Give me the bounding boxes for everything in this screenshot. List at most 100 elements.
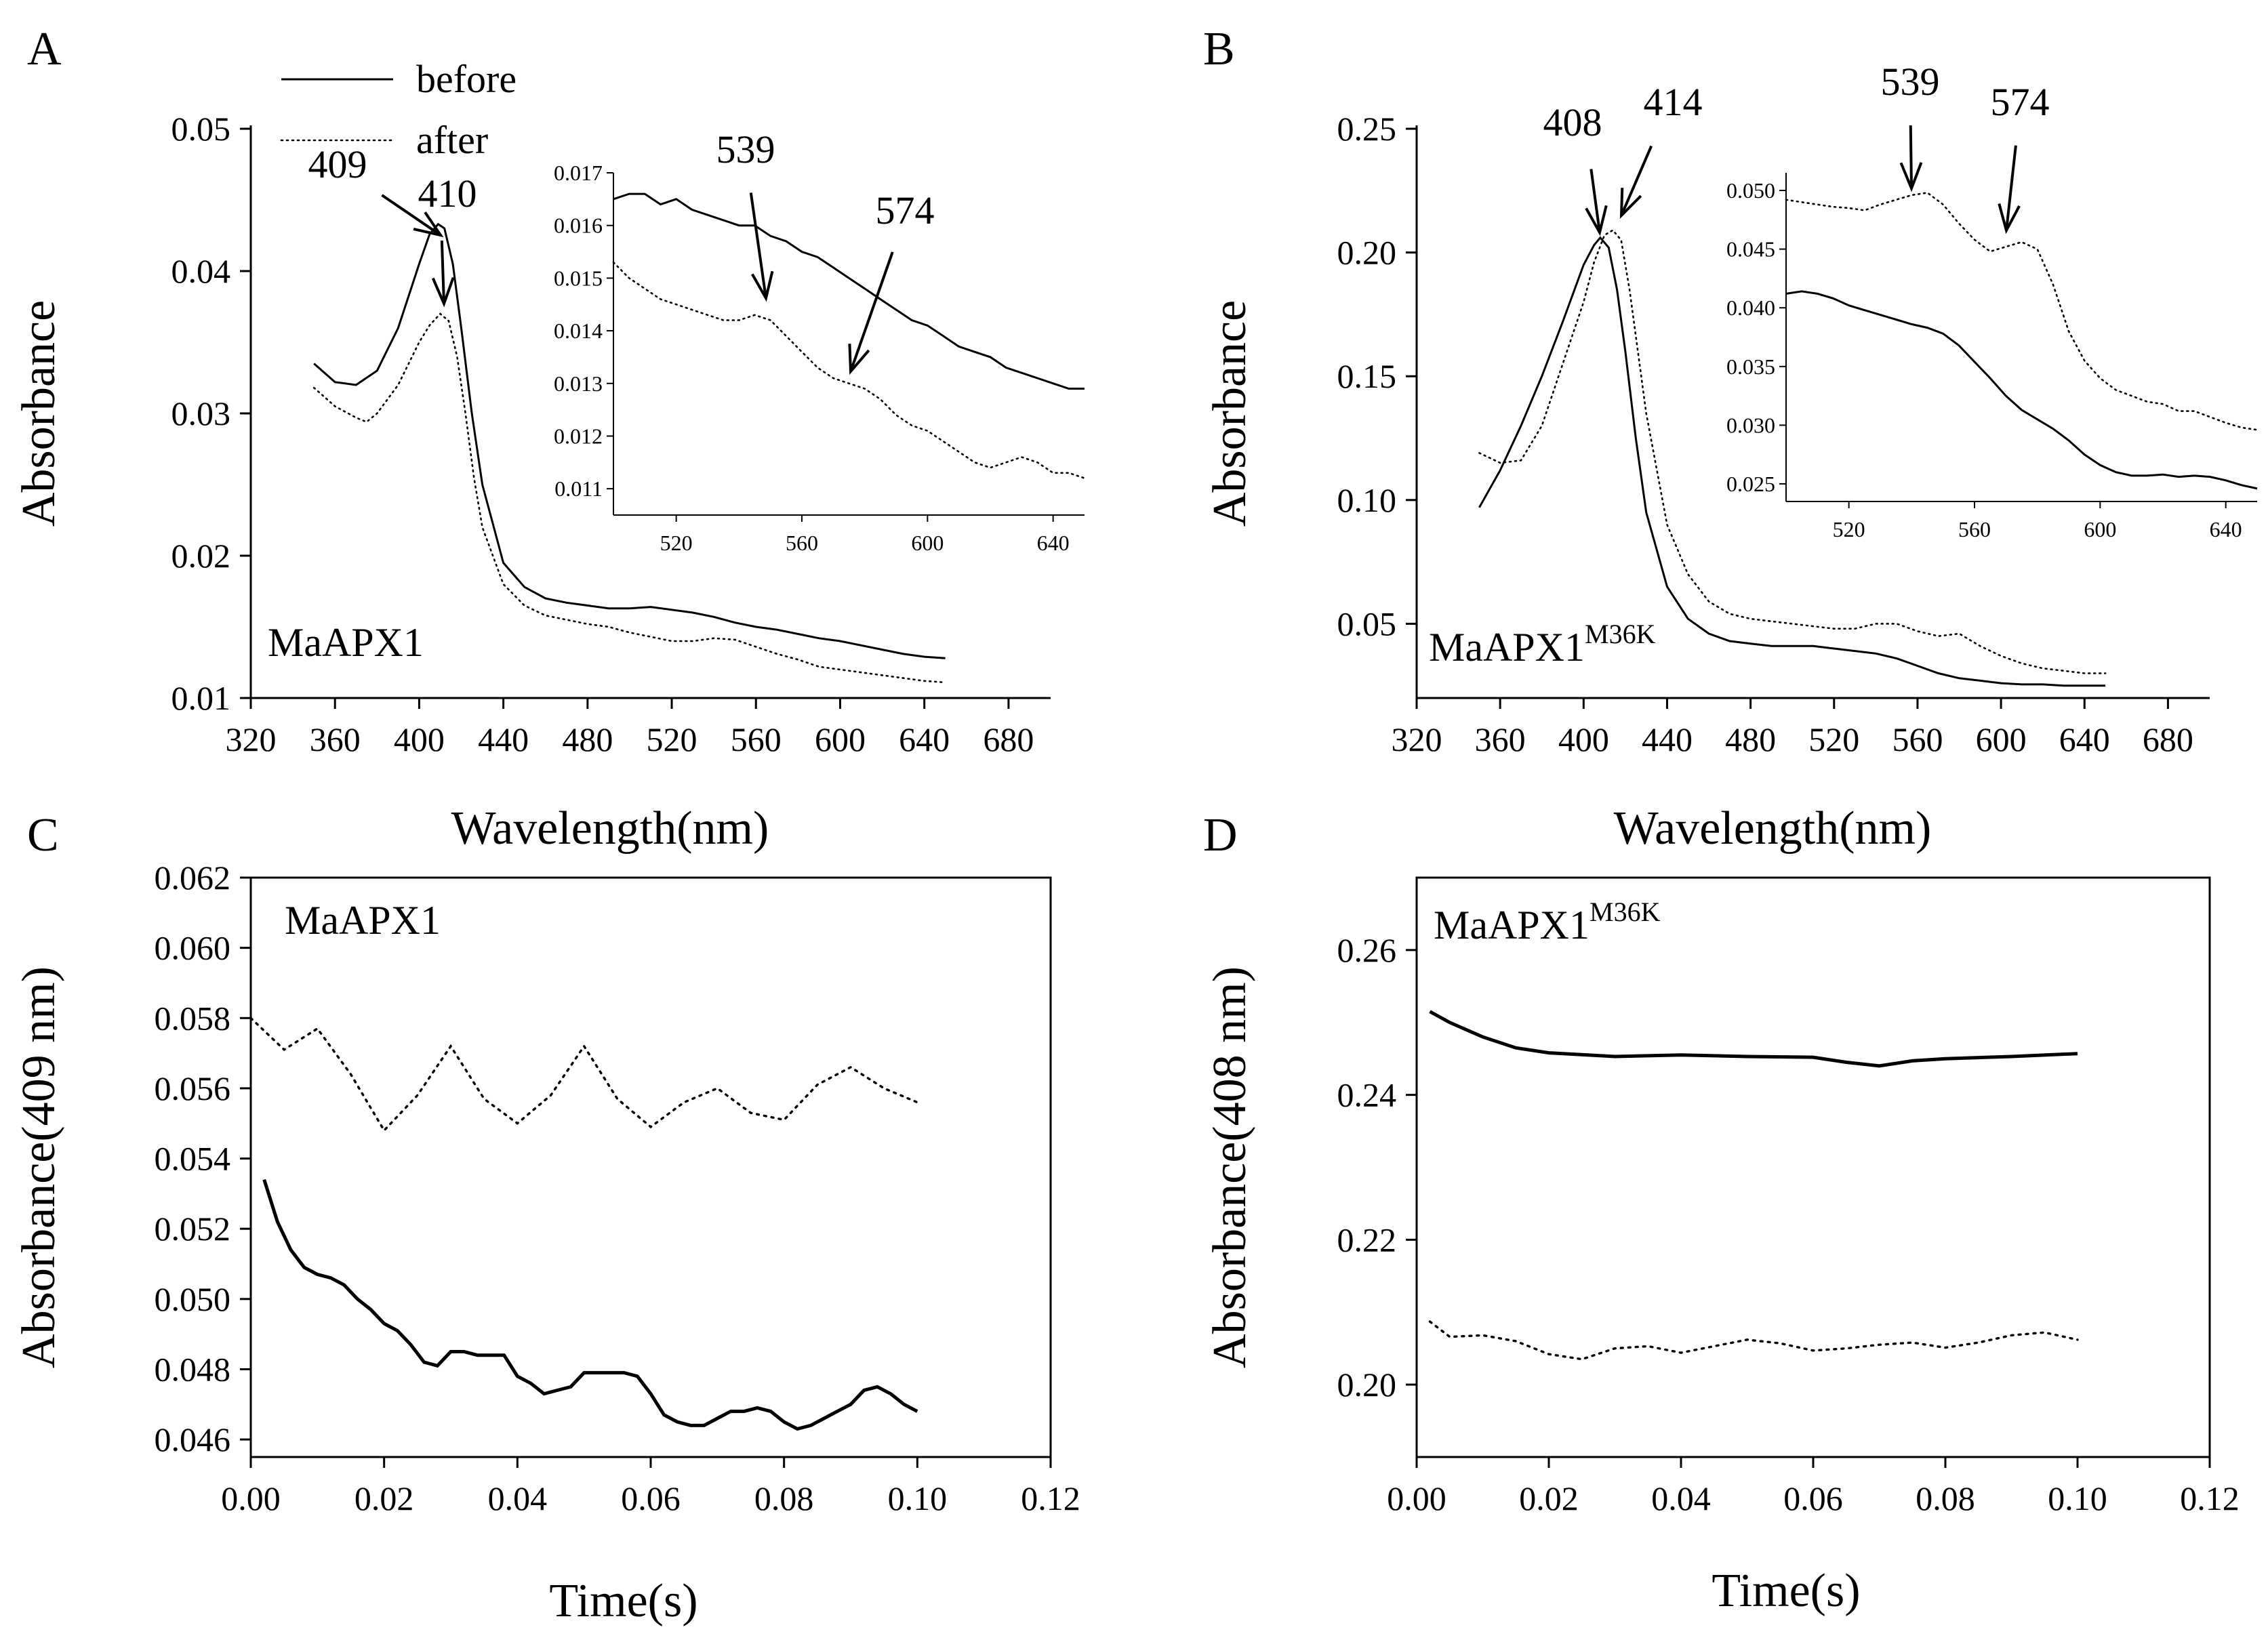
x-tick-label: 680 [2143, 720, 2193, 758]
sample-label-superscript: M36K [1585, 619, 1656, 649]
x-axis-label: Time(s) [549, 1575, 697, 1627]
peak-arrow-408-head [1585, 205, 1608, 237]
sample-label: MaAPX1 [285, 898, 441, 943]
x-tick-label: 0.00 [221, 1479, 281, 1517]
y-tick-label: 0.15 [1337, 357, 1397, 395]
inset: 520 560 600 640 0.011 0.012 0.013 0.014 0.015 0.0… [554, 127, 1086, 555]
series-before-line [1429, 1010, 2078, 1068]
plot-frame [1415, 876, 2211, 1458]
inset-peak-label-539: 539 [1881, 60, 1940, 104]
y-axis-label: Absorbance [13, 300, 65, 527]
x-tick-label: 0.06 [1783, 1479, 1843, 1517]
inset-y-tick-label: 0.014 [554, 319, 603, 343]
inset-peak-arrow-539-head [751, 270, 774, 302]
x-tick-label: 600 [815, 720, 866, 758]
peak-arrow-414-shaft [1620, 145, 1653, 216]
y-tick-label: 0.046 [155, 1420, 231, 1458]
inset: 520 560 600 640 0.025 0.030 0.035 0.040 0.045 0.0… [1726, 60, 2259, 541]
legend-before-label: before [416, 57, 517, 101]
inset-y-tick-label: 0.045 [1726, 237, 1775, 262]
x-tick-label: 0.10 [888, 1479, 948, 1517]
inset-series-after-line [612, 261, 1086, 479]
x-tick-label: 520 [1808, 720, 1859, 758]
panel-letter: D [1203, 809, 1238, 861]
inset-y-tick-label: 0.017 [554, 161, 603, 185]
inset-x-tick-label: 520 [1833, 517, 1865, 541]
y-axis-label: Absorbance(409 nm) [13, 966, 65, 1368]
y-tick-label: 0.058 [155, 999, 231, 1037]
panel-b: B 320 360 400 440 480 520 560 600 640 680 0.05 0.10 0… [1203, 23, 2259, 855]
series-after-line [1478, 229, 2107, 674]
y-tick-label: 0.050 [155, 1280, 231, 1318]
x-tick-label: 0.00 [1387, 1479, 1446, 1517]
x-tick-label: 0.12 [1021, 1479, 1080, 1517]
y-tick-label: 0.052 [155, 1210, 231, 1248]
y-axis-label: Absorbance [1204, 300, 1256, 527]
x-tick-label: 0.10 [2048, 1479, 2107, 1517]
x-tick-label: 320 [226, 720, 277, 758]
sample-label: MaAPX1M36K [1434, 897, 1661, 947]
y-axis-label: Absorbance(408 nm) [1204, 966, 1256, 1368]
x-tick-label: 600 [1976, 720, 2027, 758]
x-tick-label: 0.02 [355, 1479, 414, 1517]
inset-y-tick-label: 0.013 [554, 371, 603, 396]
x-tick-label: 0.08 [1916, 1479, 1975, 1517]
inset-peak-arrow-539-head [1899, 162, 1923, 192]
x-tick-label: 560 [731, 720, 782, 758]
inset-x-tick-label: 560 [786, 531, 818, 555]
y-tick-label: 0.20 [1337, 234, 1397, 272]
y-tick-label: 0.04 [171, 252, 231, 290]
x-tick-label: 640 [899, 720, 950, 758]
series-before-line [313, 222, 946, 659]
inset-peak-arrow-574-head [848, 344, 870, 375]
inset-peak-label-574: 574 [1991, 80, 2050, 124]
y-tick-label: 0.01 [171, 679, 231, 717]
inset-peak-arrow-574-shaft [2005, 145, 2017, 231]
inset-y-tick-label: 0.025 [1726, 472, 1775, 496]
x-tick-label: 400 [394, 720, 445, 758]
peak-label-410: 410 [418, 171, 477, 216]
inset-series-after-line [1785, 192, 2259, 431]
inset-x-tick-label: 640 [1037, 531, 1070, 555]
y-tick-label: 0.26 [1337, 931, 1397, 969]
y-tick-label: 0.062 [155, 859, 231, 897]
x-tick-label: 0.06 [621, 1479, 681, 1517]
x-tick-label: 440 [478, 720, 529, 758]
inset-y-tick-label: 0.012 [554, 424, 603, 448]
x-tick-label: 0.04 [488, 1479, 548, 1517]
series-after-line [249, 1017, 918, 1132]
y-tick-label: 0.05 [1337, 604, 1397, 642]
inset-series-before-line [1785, 290, 2258, 490]
x-tick-label: 480 [1725, 720, 1776, 758]
x-axis-label: Time(s) [1712, 1565, 1860, 1617]
x-tick-label: 360 [310, 720, 361, 758]
inset-y-tick-label: 0.015 [554, 266, 603, 290]
y-tick-label: 0.02 [171, 537, 231, 575]
peak-arrow-409-head [413, 211, 444, 238]
x-tick-label: 680 [983, 720, 1034, 758]
inset-y-tick-label: 0.011 [554, 476, 603, 501]
inset-x-tick-label: 600 [2084, 517, 2116, 541]
x-tick-label: 440 [1642, 720, 1693, 758]
inset-peak-arrow-574-shaft [849, 251, 894, 372]
sample-label: MaAPX1 [268, 620, 424, 665]
inset-y-tick-label: 0.016 [554, 213, 603, 238]
legend: before after [280, 57, 517, 162]
x-tick-label: 560 [1892, 720, 1943, 758]
inset-x-tick-label: 600 [911, 531, 944, 555]
y-tick-label: 0.25 [1337, 110, 1397, 148]
peak-arrow-409-shaft [381, 194, 442, 237]
panel-a: A 320 360 400 440 480 520 560 600 640 680 0.01 0.02 0… [13, 23, 1086, 855]
x-tick-label: 0.02 [1519, 1479, 1579, 1517]
series-before-line [262, 1178, 918, 1431]
peak-label-409: 409 [308, 142, 367, 186]
sample-label: MaAPX1M36K [1429, 619, 1656, 670]
x-tick-label: 320 [1392, 720, 1442, 758]
legend-after-label: after [416, 118, 488, 162]
x-tick-label: 0.12 [2180, 1479, 2240, 1517]
inset-peak-arrow-539-shaft [749, 192, 767, 299]
y-tick-label: 0.048 [155, 1350, 231, 1388]
y-tick-label: 0.056 [155, 1069, 231, 1107]
series-before-line [1478, 236, 2106, 687]
